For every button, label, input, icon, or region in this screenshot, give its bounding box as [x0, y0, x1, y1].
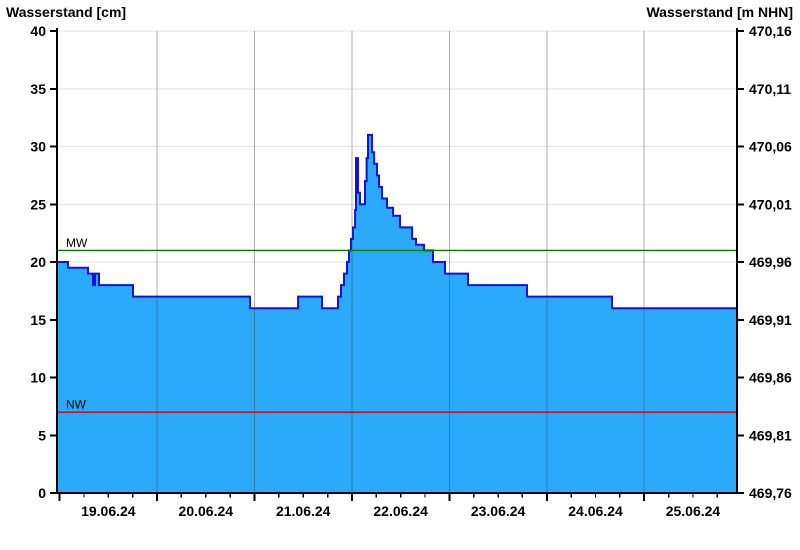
water-level-area-fill	[57, 134, 737, 493]
right-axis-tick-label: 470,11	[749, 81, 791, 97]
left-axis-tick-label: 5	[38, 427, 46, 443]
water-level-step-line	[57, 133, 737, 310]
left-axis-title: Wasserstand [cm]	[6, 4, 127, 20]
right-axis-tick-label: 470,06	[749, 139, 792, 155]
mw-reference-label: MW	[66, 236, 88, 250]
x-axis-date-label: 19.06.24	[81, 503, 136, 519]
left-axis-tick-label: 10	[30, 370, 46, 386]
x-axis-date-label: 20.06.24	[179, 503, 234, 519]
left-axis-tick-label: 25	[30, 196, 46, 212]
nw-reference-label: NW	[66, 398, 87, 412]
x-axis-date-label: 24.06.24	[568, 503, 623, 519]
right-axis-tick-label: 470,16	[749, 23, 792, 39]
left-axis-tick-label: 0	[38, 485, 46, 501]
right-axis-tick-label: 469,96	[749, 254, 792, 270]
x-axis-date-label: 21.06.24	[276, 503, 331, 519]
right-axis-tick-label: 469,81	[749, 427, 792, 443]
right-axis-tick-label: 470,01	[749, 196, 792, 212]
right-axis-tick-label: 469,91	[749, 312, 792, 328]
right-axis-tick-label: 469,76	[749, 485, 792, 501]
left-axis-tick-label: 40	[30, 23, 46, 39]
x-axis-date-label: 25.06.24	[666, 503, 721, 519]
left-axis-tick-label: 35	[30, 81, 46, 97]
left-axis-tick-label: 15	[30, 312, 46, 328]
right-axis-title: Wasserstand [m NHN]	[646, 4, 793, 20]
x-axis-date-label: 23.06.24	[471, 503, 526, 519]
left-axis-tick-label: 30	[30, 139, 46, 155]
right-axis-tick-label: 469,86	[749, 370, 792, 386]
left-axis-tick-label: 20	[30, 254, 46, 270]
x-axis-date-label: 22.06.24	[373, 503, 428, 519]
